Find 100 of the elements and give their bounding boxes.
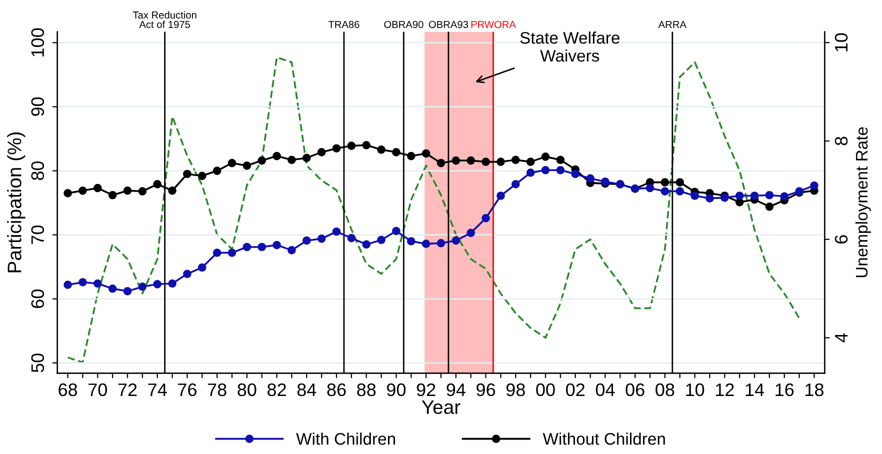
point bbox=[706, 194, 714, 202]
point bbox=[377, 145, 386, 154]
x-tick-label: 82 bbox=[268, 383, 286, 396]
ref-line-label: OBRA93 bbox=[428, 20, 468, 28]
y2-tick-label: 4 bbox=[835, 333, 848, 342]
point bbox=[347, 142, 356, 150]
point bbox=[482, 214, 490, 222]
point bbox=[660, 187, 670, 196]
point bbox=[242, 161, 252, 170]
point bbox=[228, 248, 236, 257]
point bbox=[153, 180, 162, 188]
point bbox=[93, 184, 102, 192]
point bbox=[541, 166, 550, 174]
y-tick-label: 80 bbox=[31, 161, 44, 180]
point bbox=[242, 242, 252, 252]
x-tick-label: 04 bbox=[596, 383, 615, 396]
ref-line-label: Tax Reduction Act of 1975 bbox=[132, 11, 196, 28]
point bbox=[138, 187, 147, 196]
ref-line-label: ARRA bbox=[658, 20, 686, 28]
point bbox=[228, 158, 236, 168]
point bbox=[332, 227, 341, 236]
point bbox=[138, 282, 147, 291]
point bbox=[690, 192, 699, 200]
point bbox=[183, 170, 192, 178]
point bbox=[422, 149, 430, 158]
point bbox=[392, 148, 400, 156]
point bbox=[511, 156, 520, 164]
point bbox=[452, 156, 460, 165]
x-tick-label: 92 bbox=[416, 383, 436, 396]
point bbox=[64, 189, 72, 198]
point bbox=[482, 158, 490, 166]
point bbox=[556, 156, 565, 164]
x-tick-label: 06 bbox=[626, 383, 644, 396]
point bbox=[302, 154, 311, 162]
point bbox=[78, 278, 87, 286]
x-tick-label: 90 bbox=[387, 383, 406, 396]
x-tick-label: 14 bbox=[746, 384, 764, 396]
point bbox=[496, 158, 505, 166]
x-tick-label: 00 bbox=[536, 383, 555, 396]
point bbox=[198, 263, 206, 272]
y2-tick-label: 6 bbox=[834, 235, 848, 244]
x-tick-label: 02 bbox=[566, 383, 584, 396]
y2-tick-label: 10 bbox=[834, 33, 848, 52]
ref-line-label: PRWORA bbox=[471, 20, 516, 28]
x-tick-label: 96 bbox=[476, 383, 496, 396]
point bbox=[288, 246, 296, 254]
point bbox=[362, 240, 371, 249]
point bbox=[406, 237, 416, 246]
point bbox=[108, 284, 117, 293]
point bbox=[258, 242, 266, 252]
point bbox=[93, 279, 102, 288]
point bbox=[735, 192, 744, 200]
ref-line-label: TRA86 bbox=[328, 20, 360, 28]
point bbox=[810, 181, 818, 190]
point bbox=[212, 166, 222, 175]
point bbox=[272, 240, 281, 250]
point bbox=[302, 236, 311, 245]
legend-label: Without Children bbox=[542, 432, 665, 445]
x-tick-label: 84 bbox=[297, 383, 316, 396]
point bbox=[183, 270, 192, 278]
point bbox=[123, 287, 132, 296]
point bbox=[511, 180, 520, 188]
x-tick-label: 98 bbox=[506, 383, 525, 396]
point bbox=[780, 192, 789, 201]
x-tick-label: 78 bbox=[208, 383, 226, 396]
x-tick-label: 16 bbox=[776, 383, 794, 396]
x-tick-label: 74 bbox=[148, 384, 167, 396]
point bbox=[466, 156, 476, 165]
y-tick-label: 50 bbox=[31, 354, 44, 372]
band-label: State Welfare Waivers bbox=[520, 32, 620, 62]
x-tick-label: 94 bbox=[446, 383, 466, 396]
point bbox=[646, 184, 654, 192]
point bbox=[676, 178, 684, 186]
point bbox=[452, 236, 460, 245]
point bbox=[377, 236, 386, 244]
x-tick-label: 18 bbox=[806, 383, 824, 396]
point bbox=[526, 158, 535, 166]
point bbox=[64, 280, 72, 289]
point bbox=[422, 240, 430, 248]
point bbox=[436, 158, 446, 168]
y2-tick-label: 8 bbox=[834, 136, 848, 146]
point bbox=[168, 279, 176, 288]
point bbox=[765, 202, 774, 211]
point bbox=[436, 238, 446, 248]
point bbox=[541, 152, 550, 161]
point bbox=[466, 228, 476, 238]
point bbox=[586, 174, 594, 183]
x-axis-title: Year bbox=[422, 400, 460, 414]
point bbox=[198, 172, 206, 180]
point bbox=[660, 178, 670, 186]
x-tick-label: 68 bbox=[58, 383, 78, 396]
point bbox=[123, 186, 132, 195]
point bbox=[496, 192, 505, 200]
y-axis-title: Participation (%) bbox=[7, 132, 26, 272]
x-tick-label: 10 bbox=[686, 383, 704, 396]
point bbox=[676, 187, 684, 196]
y-tick-label: 70 bbox=[31, 225, 44, 244]
y-tick-label: 60 bbox=[31, 290, 44, 308]
y-tick-label: 90 bbox=[31, 97, 44, 116]
ref-line-label: OBRA90 bbox=[384, 20, 424, 28]
